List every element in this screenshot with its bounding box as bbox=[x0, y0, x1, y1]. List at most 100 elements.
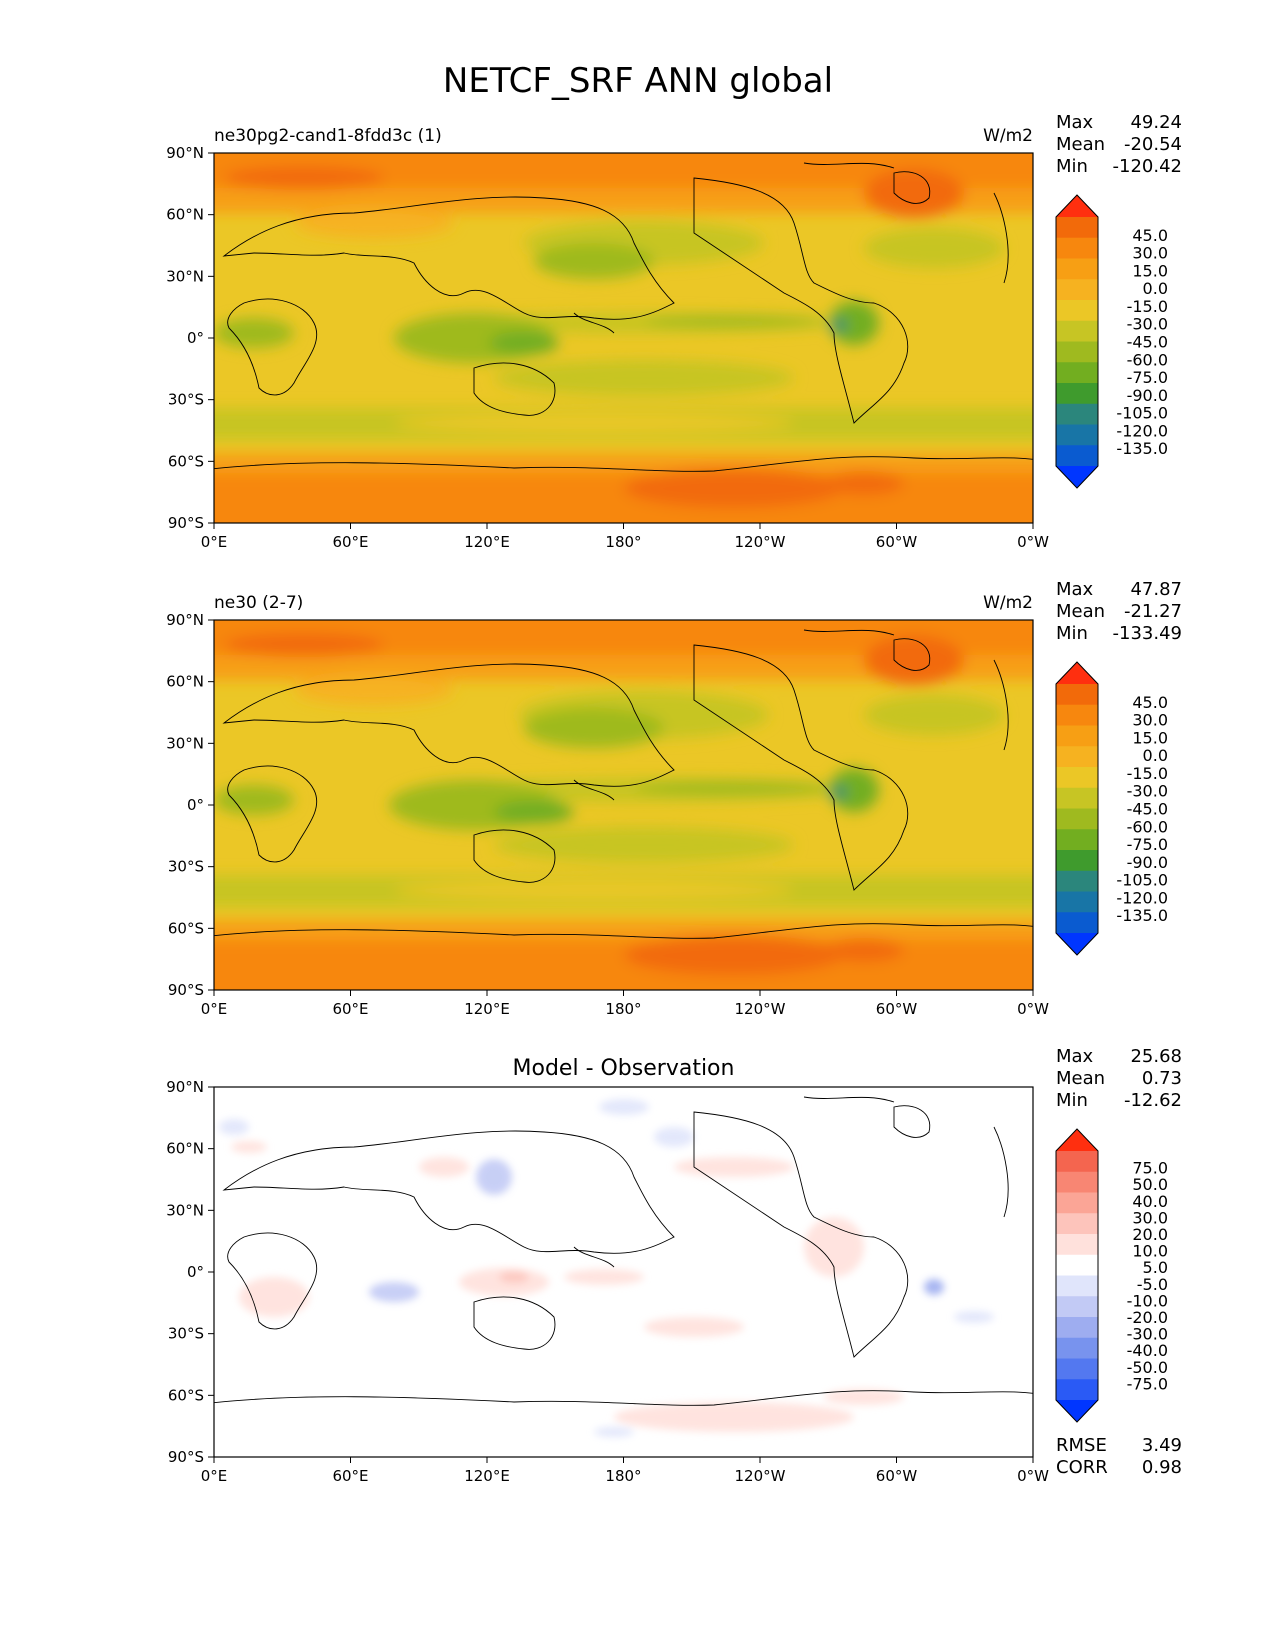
y-tick-label: 90°N bbox=[166, 611, 204, 629]
colorbar-segment bbox=[1056, 237, 1098, 259]
colorbar-tick-label: 45.0 bbox=[1132, 226, 1168, 245]
colorbar-segment bbox=[1056, 684, 1098, 706]
y-tick-label: 30°S bbox=[168, 1325, 204, 1343]
y-tick-label: 60°S bbox=[168, 1386, 204, 1404]
x-tick-label: 180° bbox=[605, 533, 641, 551]
x-tick-label: 60°W bbox=[876, 533, 918, 551]
colorbar-tick-label: 30.0 bbox=[1132, 1208, 1168, 1227]
colorbar-tick-label: -15.0 bbox=[1127, 764, 1168, 783]
colorbar-tick-label: 5.0 bbox=[1143, 1258, 1168, 1277]
colorbar-tick-label: -15.0 bbox=[1127, 297, 1168, 316]
x-tick-label: 120°W bbox=[735, 533, 786, 551]
colorbar-tick-label: -20.0 bbox=[1127, 1308, 1168, 1327]
colorbar-tick-label: -105.0 bbox=[1116, 404, 1168, 423]
colorbar-segment bbox=[1056, 1379, 1098, 1401]
panel-test bbox=[213, 152, 1034, 524]
colorbar-extend-min bbox=[1056, 466, 1098, 488]
colorbar-tick-label: -50.0 bbox=[1127, 1358, 1168, 1377]
panel-reference bbox=[213, 619, 1034, 991]
colorbar-tick-label: -45.0 bbox=[1127, 800, 1168, 819]
colorbar-segment bbox=[1056, 1317, 1098, 1339]
colorbar-segment bbox=[1056, 383, 1098, 405]
colorbar-tick-label: 15.0 bbox=[1132, 261, 1168, 280]
colorbar-tick-label: 0.0 bbox=[1143, 746, 1168, 765]
stat-label-min: Min bbox=[1056, 623, 1088, 644]
x-tick-label: 60°E bbox=[332, 1467, 368, 1485]
colorbar-tick-label: 10.0 bbox=[1132, 1242, 1168, 1261]
x-tick-label: 0°E bbox=[201, 1000, 228, 1018]
x-tick-label: 0°W bbox=[1017, 1000, 1049, 1018]
y-tick-label: 30°S bbox=[168, 858, 204, 876]
x-tick-label: 0°W bbox=[1017, 533, 1049, 551]
colorbar-extend-min bbox=[1056, 1400, 1098, 1422]
y-tick-label: 0° bbox=[187, 1263, 204, 1281]
x-tick-label: 120°E bbox=[464, 1000, 510, 1018]
colorbar-segment bbox=[1056, 217, 1098, 239]
colorbar-extend-max bbox=[1056, 662, 1098, 684]
colorbar-segment bbox=[1056, 1192, 1098, 1214]
colorbar-segment bbox=[1056, 1296, 1098, 1318]
x-tick-label: 60°E bbox=[332, 1000, 368, 1018]
colorbar-tick-label: -30.0 bbox=[1127, 782, 1168, 801]
coastlines bbox=[214, 162, 1033, 472]
y-tick-label: 90°S bbox=[168, 1448, 204, 1466]
colorbar-segment bbox=[1056, 1151, 1098, 1173]
map-field-reference bbox=[214, 620, 1033, 990]
x-tick-label: 0°E bbox=[201, 1467, 228, 1485]
colorbar-segment bbox=[1056, 787, 1098, 809]
y-tick-label: 30°N bbox=[166, 267, 204, 285]
colorbar-tick-label: -90.0 bbox=[1127, 853, 1168, 872]
y-tick-label: 60°N bbox=[166, 206, 204, 224]
stat-label-mean: Mean bbox=[1056, 1068, 1105, 1089]
colorbar-outline bbox=[1055, 661, 1099, 956]
y-tick-label: 0° bbox=[187, 329, 204, 347]
colorbar-tick-label: -60.0 bbox=[1127, 817, 1168, 836]
colorbar-segment bbox=[1056, 767, 1098, 789]
stat-value-min: -12.62 bbox=[1124, 1090, 1182, 1111]
colorbar-segment bbox=[1056, 424, 1098, 446]
colorbar-tick-label: 0.0 bbox=[1143, 279, 1168, 298]
y-tick-label: 90°S bbox=[168, 514, 204, 532]
colorbar-tick-label: -30.0 bbox=[1127, 315, 1168, 334]
stat-value-min: -120.42 bbox=[1113, 156, 1182, 177]
y-tick-label: 60°N bbox=[166, 1140, 204, 1158]
colorbar-segment bbox=[1056, 362, 1098, 384]
colorbar-segment bbox=[1056, 403, 1098, 425]
y-tick-label: 60°S bbox=[168, 919, 204, 937]
colorbar-segment bbox=[1056, 445, 1098, 467]
colorbar-tick-label: -75.0 bbox=[1127, 368, 1168, 387]
y-tick-label: 90°N bbox=[166, 1078, 204, 1096]
panel-title-center: Model - Observation bbox=[513, 1056, 735, 1081]
stat-value-max: 47.87 bbox=[1130, 579, 1182, 600]
x-tick-label: 120°W bbox=[735, 1467, 786, 1485]
colorbar-tick-label: 75.0 bbox=[1132, 1159, 1168, 1178]
colorbar-segment bbox=[1056, 1275, 1098, 1297]
stat-label-max: Max bbox=[1056, 1046, 1094, 1067]
colorbar-segment bbox=[1056, 1254, 1098, 1276]
colorbar-tick-label: -60.0 bbox=[1127, 350, 1168, 369]
stat-label-max: Max bbox=[1056, 579, 1094, 600]
colorbar-outline bbox=[1055, 1128, 1099, 1423]
colorbar-tick-label: -75.0 bbox=[1127, 1374, 1168, 1393]
colorbar-tick-label: 50.0 bbox=[1132, 1175, 1168, 1194]
stat-value-max: 25.68 bbox=[1130, 1046, 1182, 1067]
colorbar-tick-label: -45.0 bbox=[1127, 333, 1168, 352]
coastlines bbox=[214, 629, 1033, 939]
x-tick-label: 180° bbox=[605, 1000, 641, 1018]
colorbar-segment bbox=[1056, 891, 1098, 913]
colorbar-tick-label: -135.0 bbox=[1116, 906, 1168, 925]
x-tick-label: 180° bbox=[605, 1467, 641, 1485]
stat-value-rmse: 3.49 bbox=[1142, 1435, 1182, 1456]
colorbar-segment bbox=[1056, 279, 1098, 301]
stat-value-min: -133.49 bbox=[1113, 623, 1182, 644]
colorbar-segment bbox=[1056, 1358, 1098, 1380]
stat-label-max: Max bbox=[1056, 112, 1094, 133]
y-tick-label: 30°S bbox=[168, 391, 204, 409]
coastlines bbox=[214, 1096, 1033, 1406]
colorbar-tick-label: -30.0 bbox=[1127, 1325, 1168, 1344]
colorbar-segment bbox=[1056, 912, 1098, 934]
colorbar-tick-label: 20.0 bbox=[1132, 1225, 1168, 1244]
colorbar-segment bbox=[1056, 341, 1098, 363]
colorbar-tick-label: -40.0 bbox=[1127, 1341, 1168, 1360]
colorbar-tick-label: -5.0 bbox=[1137, 1275, 1168, 1294]
